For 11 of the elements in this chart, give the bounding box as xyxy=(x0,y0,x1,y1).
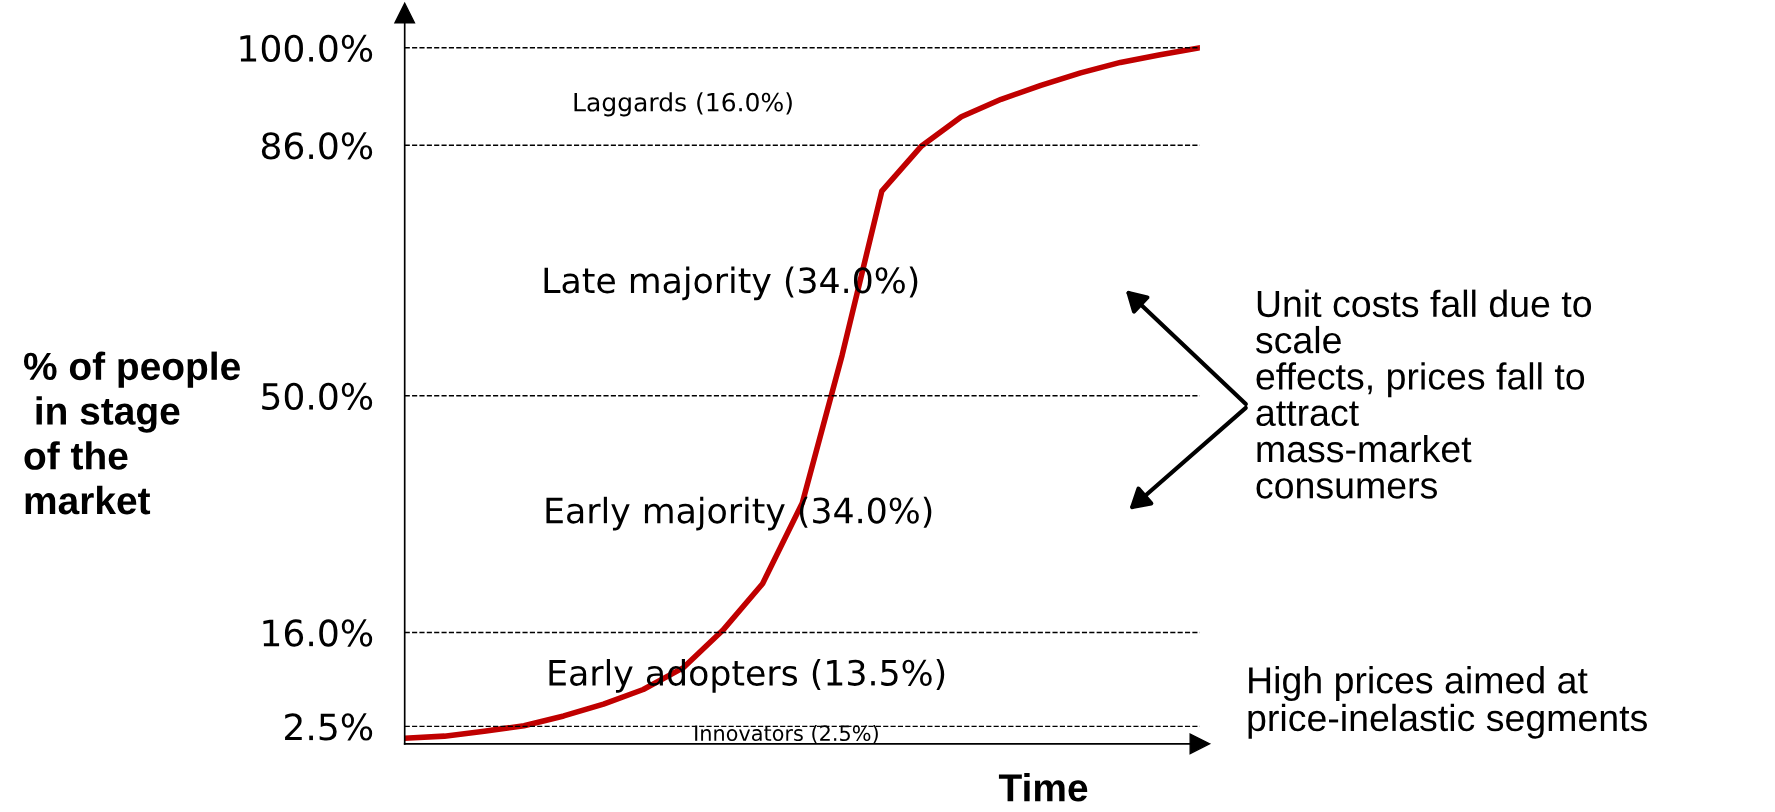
x-axis-title: Time xyxy=(998,773,1088,802)
y-tick-label: 100.0% xyxy=(240,34,373,63)
y-axis-title: % of people in stage of the market xyxy=(23,351,240,515)
y-tick-label: 16.0% xyxy=(263,619,373,647)
annotation: Laggards (16.0%) xyxy=(574,92,792,117)
text: Unit costs fall due to scale effects, prices fall to attract mass-market consumers xyxy=(1255,289,1592,499)
annotation: Early majority (34.0%) xyxy=(546,496,932,531)
y-tick-label: 86.0% xyxy=(261,132,373,160)
y-tick-label: 2.5% xyxy=(285,713,373,741)
y-tick-label: 50.0% xyxy=(262,382,373,411)
text: High prices aimed at price-inelastic segments xyxy=(1248,666,1647,739)
